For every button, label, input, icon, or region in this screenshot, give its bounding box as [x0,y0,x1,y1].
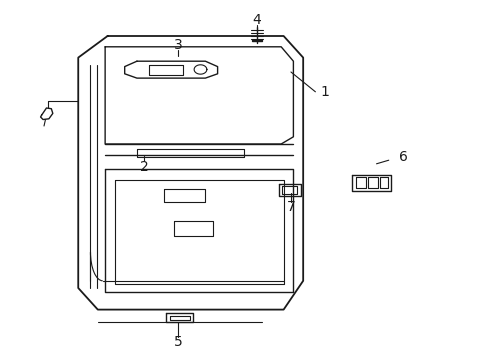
Text: 2: 2 [140,161,148,174]
Text: 3: 3 [174,38,183,52]
Text: 7: 7 [286,200,295,214]
Text: 1: 1 [320,85,329,99]
Text: 4: 4 [252,13,261,27]
Text: 5: 5 [174,335,183,349]
Text: 6: 6 [398,150,407,163]
